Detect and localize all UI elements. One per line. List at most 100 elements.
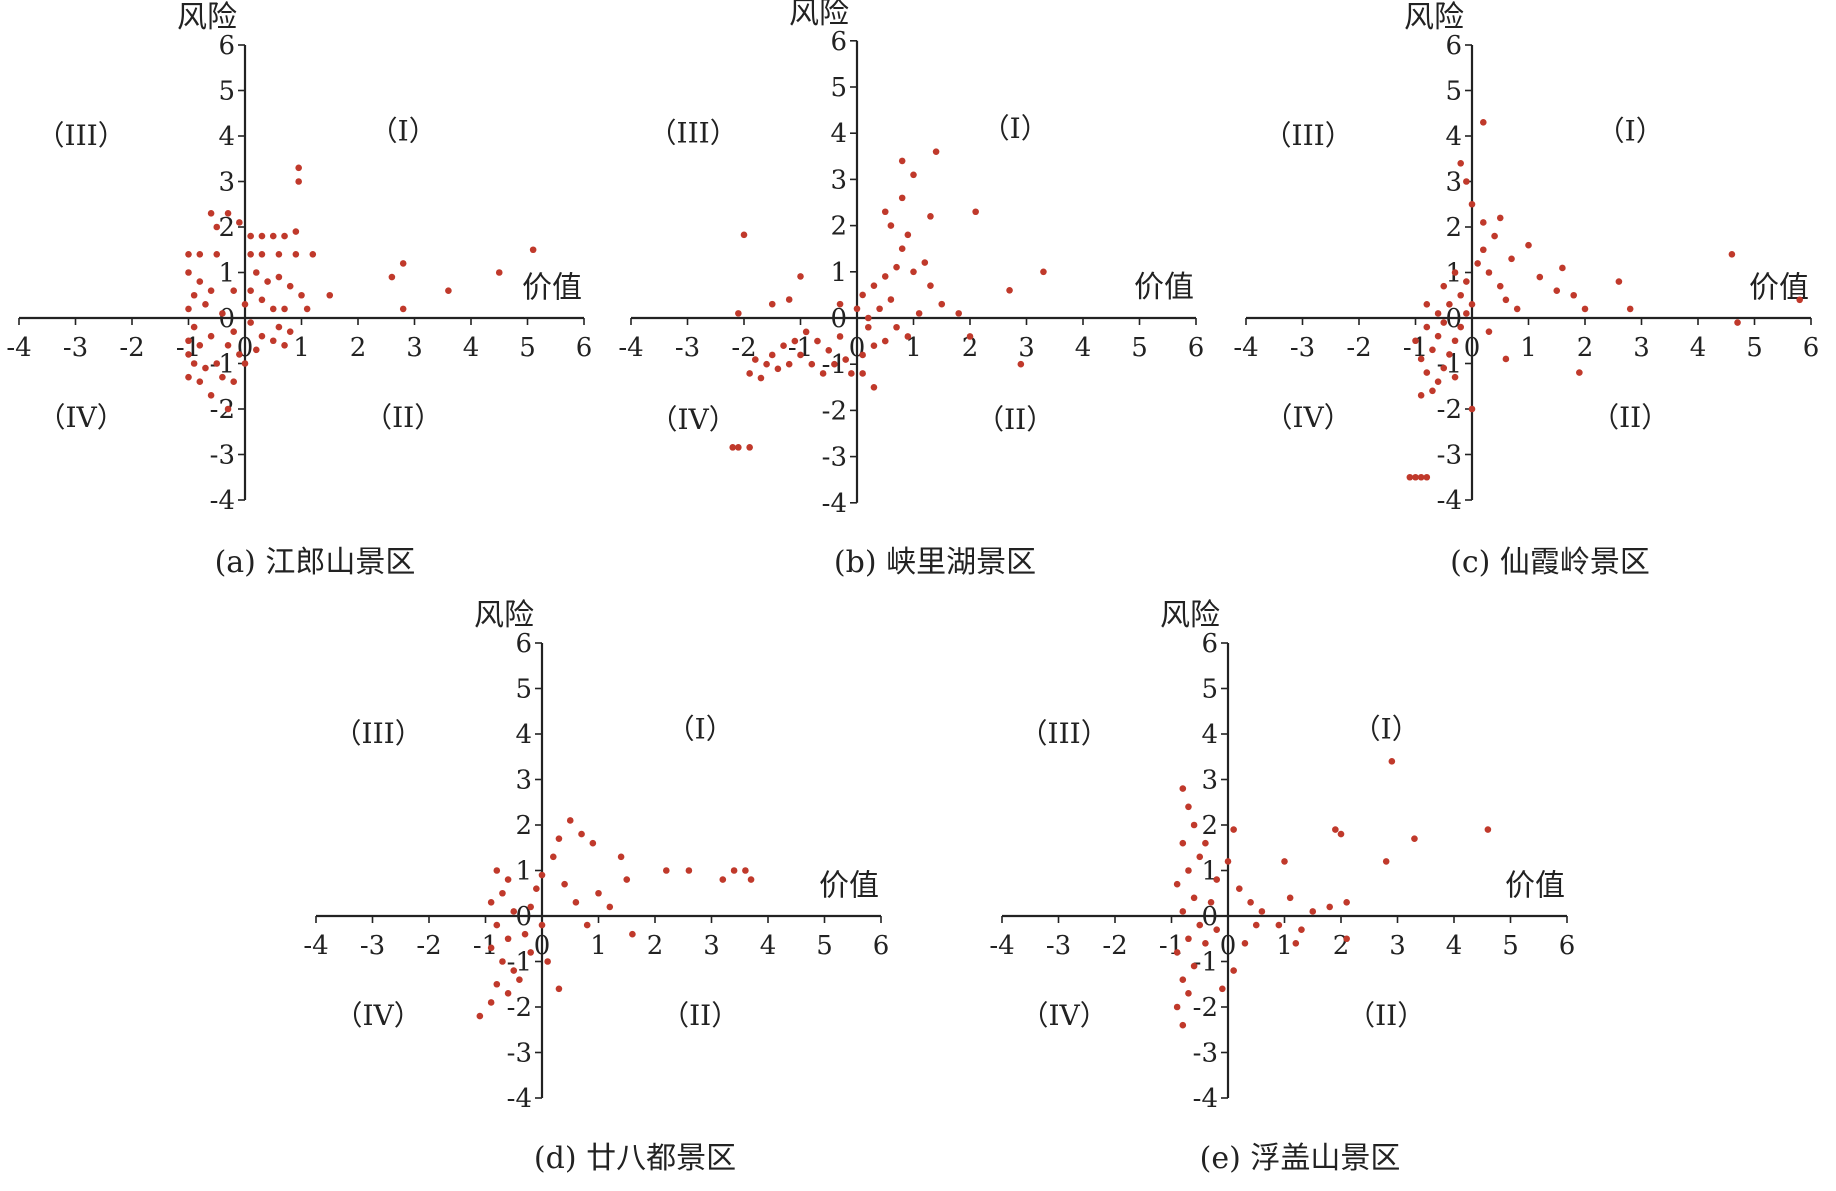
scatter-point (1440, 282, 1448, 290)
scatter-point (544, 958, 551, 965)
scatter-point (1796, 296, 1803, 304)
scatter-point (388, 273, 396, 281)
y-tick-label: 2 (1445, 213, 1462, 243)
y-tick-label: 0 (830, 304, 847, 334)
x-tick-label: 6 (576, 333, 593, 363)
scatter-point (910, 171, 917, 179)
scatter-point (185, 251, 192, 258)
x-tick-label: 0 (534, 931, 551, 961)
scatter-point (623, 876, 631, 883)
scatter-point (224, 342, 232, 349)
y-tick-label: -2 (507, 993, 532, 1023)
scatter-point (1434, 310, 1442, 317)
y-tick-label: 6 (1445, 31, 1462, 61)
scatter-point (1451, 269, 1459, 276)
y-tick-label: -3 (1437, 441, 1462, 471)
scatter-point (1491, 232, 1498, 240)
scatter-point (561, 880, 568, 888)
scatter-point (1423, 323, 1431, 331)
scatter-point (848, 370, 855, 377)
scatter-point (972, 208, 979, 216)
scatter-point (808, 360, 816, 368)
scatter-point (476, 1012, 484, 1020)
scatter-point (1202, 839, 1209, 847)
x-tick-label: -1 (788, 333, 813, 363)
scatter-point (258, 251, 266, 258)
scatter-point (399, 260, 407, 267)
scatter-point (504, 876, 512, 883)
scatter-point (295, 164, 302, 172)
scatter-point (1463, 178, 1470, 185)
scatter-point (264, 278, 271, 285)
scatter-point (1429, 387, 1436, 395)
scatter-point (1179, 976, 1187, 983)
y-tick-label: 6 (830, 27, 847, 57)
scatter-point (555, 985, 563, 993)
x-tick-label: -1 (1159, 931, 1184, 961)
scatter-point (1446, 351, 1453, 358)
scatter-point (865, 323, 872, 331)
scatter-point (230, 378, 237, 386)
scatter-point (550, 853, 557, 861)
scatter-point (898, 245, 906, 252)
x-tick-label: -3 (675, 333, 700, 363)
scatter-point (606, 903, 614, 911)
scatter-point (1185, 935, 1192, 943)
scatter-point (510, 908, 518, 915)
scatter-point (219, 310, 226, 317)
scatter-point (258, 332, 266, 340)
scatter-point (572, 899, 580, 906)
x-tick-label: 0 (849, 333, 866, 363)
scatter-point (955, 310, 962, 317)
quadrant-label-i: （I） (1597, 115, 1664, 148)
scatter-point (1502, 355, 1510, 363)
scatter-point (275, 273, 283, 281)
scatter-point (527, 903, 534, 911)
y-tick-label: 3 (515, 766, 532, 796)
quadrant-label-iii: （III） (37, 119, 126, 152)
y-tick-label: -3 (1193, 1039, 1218, 1069)
scatter-point (516, 976, 523, 983)
y-tick-label: -4 (822, 489, 847, 519)
scatter-point (1423, 473, 1431, 481)
scatter-point (1190, 894, 1198, 902)
scatter-point (881, 208, 889, 216)
y-tick-label: 0 (1201, 902, 1218, 932)
scatter-point (213, 251, 221, 258)
scatter-point (1219, 985, 1226, 993)
scatter-point (1484, 826, 1492, 833)
scatter-point (747, 876, 755, 883)
scatter-point (1179, 785, 1187, 792)
scatter-point (504, 990, 512, 997)
y-axis-label: 风险 (474, 598, 534, 633)
y-tick-label: 2 (515, 811, 532, 841)
quadrant-label-iv: （IV） (650, 403, 737, 436)
scatter-point (1388, 758, 1396, 765)
scatter-point (190, 323, 198, 331)
scatter-point (1185, 867, 1192, 874)
y-tick-label: 4 (1445, 122, 1462, 152)
scatter-point (910, 268, 917, 276)
scatter-point (802, 328, 810, 336)
scatter-point (190, 291, 198, 299)
scatter-point (921, 259, 929, 266)
y-tick-label: 4 (1201, 720, 1218, 750)
scatter-point (281, 232, 288, 240)
scatter-point (578, 830, 585, 838)
y-tick-label: -4 (1437, 486, 1462, 516)
y-tick-label: 5 (1201, 675, 1218, 705)
scatter-point (1411, 835, 1418, 842)
y-tick-label: 2 (218, 213, 235, 243)
scatter-point (309, 251, 317, 258)
y-tick-label: -2 (210, 395, 235, 425)
scatter-point (529, 246, 537, 254)
scatter-point (241, 301, 249, 308)
quadrant-label-ii: （II） (1347, 999, 1425, 1032)
y-tick-label: 2 (830, 212, 847, 242)
scatter-point (740, 231, 748, 239)
scatter-point (269, 232, 277, 240)
x-tick-label: 4 (1075, 333, 1092, 363)
scatter-point (230, 287, 237, 295)
scatter-point (202, 364, 209, 372)
scatter-point (1423, 301, 1431, 308)
